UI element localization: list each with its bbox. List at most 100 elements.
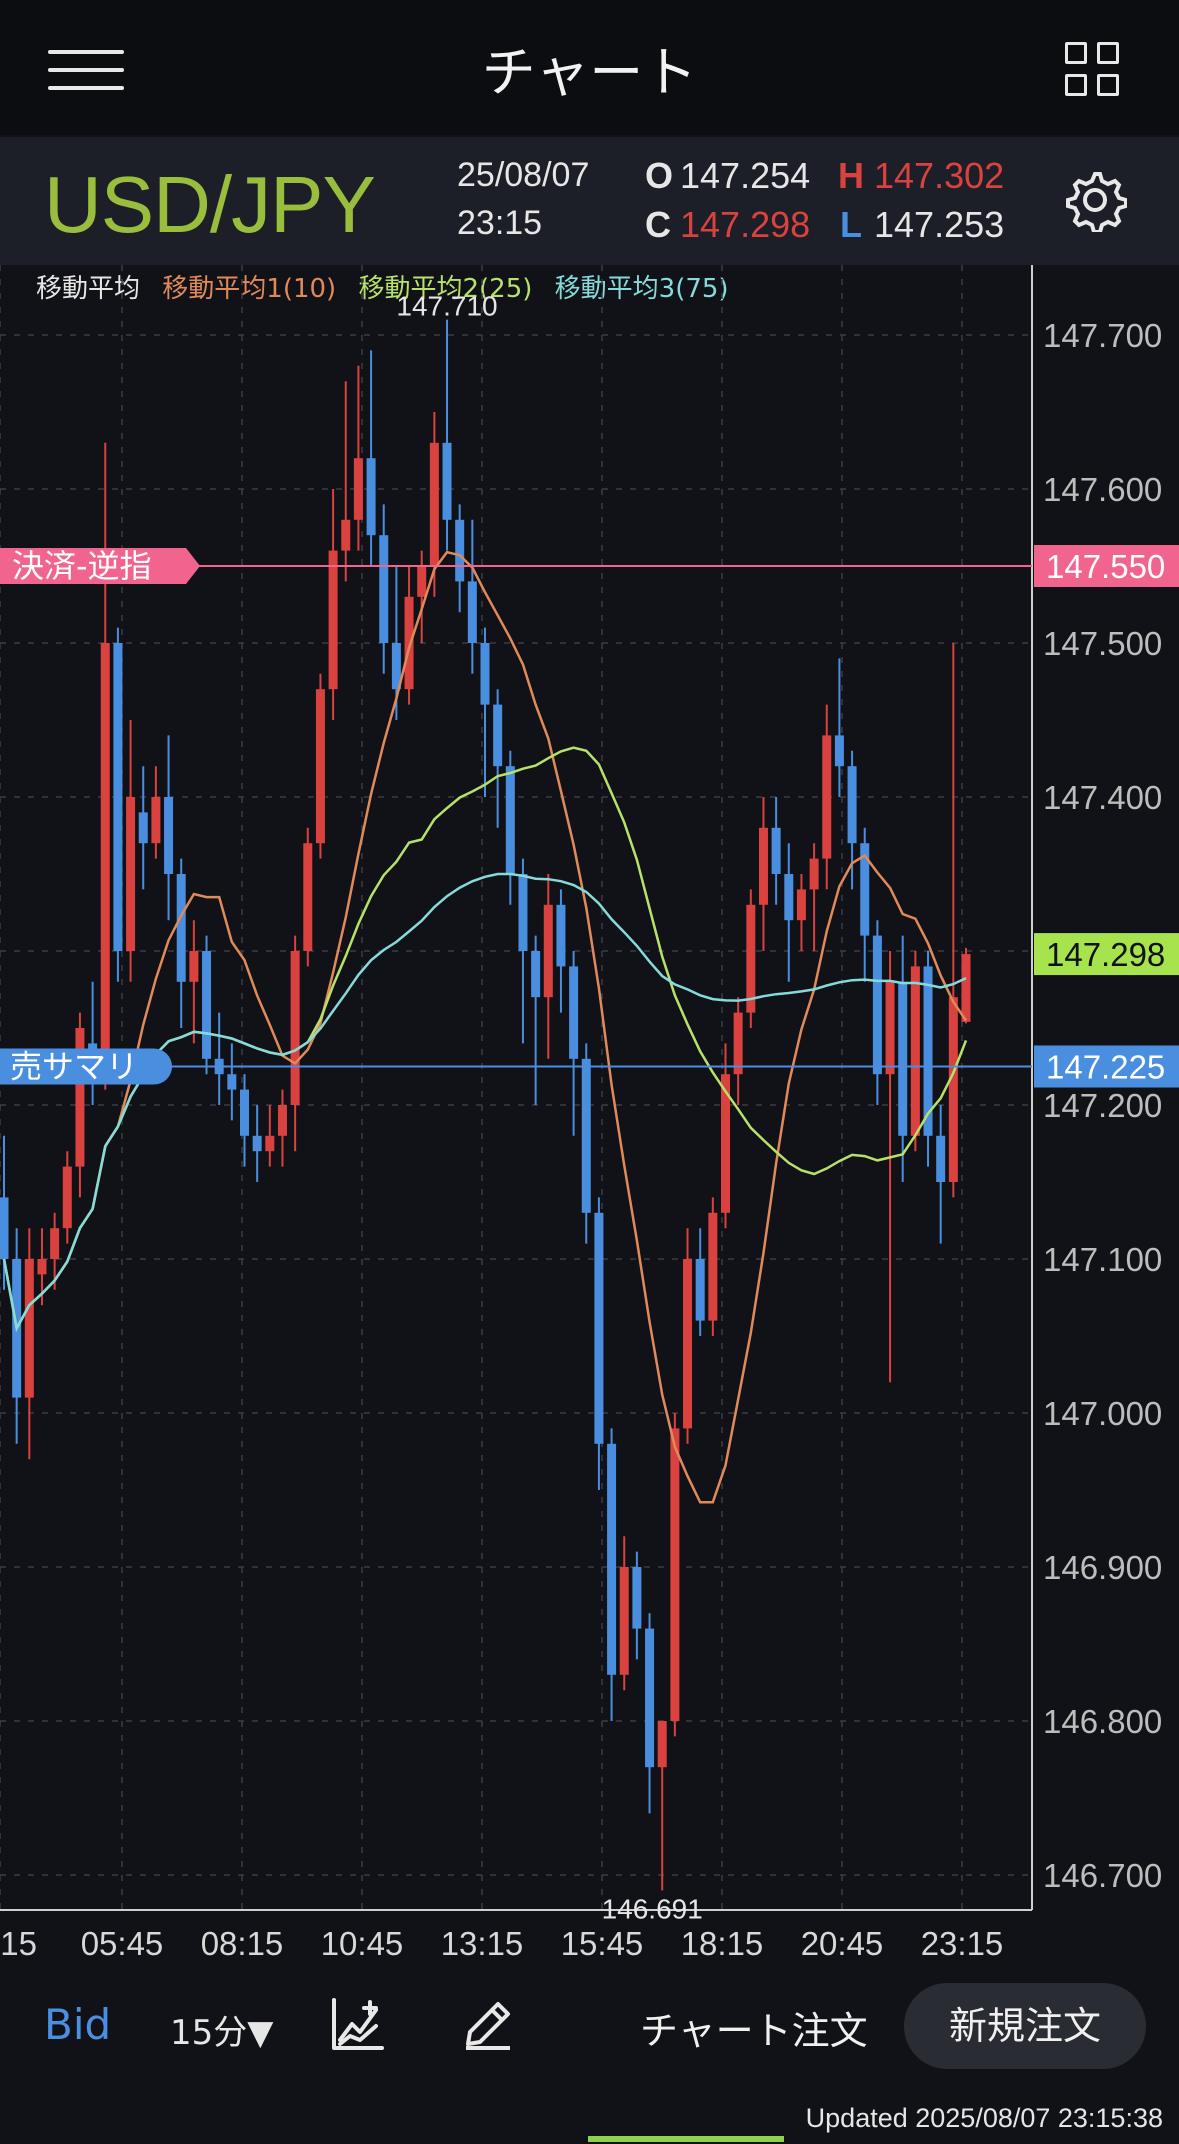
close-value: 147.298 (680, 204, 811, 245)
candle-body (455, 519, 465, 582)
candle-body (721, 1074, 730, 1213)
candle-body (683, 1259, 693, 1429)
candle-body (809, 858, 819, 890)
min-price-annotation: 146.691 (602, 1893, 703, 1924)
moving-average-legend: 移動平均 移動平均1(10) 移動平均2(25) 移動平均3(75) (36, 268, 743, 305)
quote-time: 23:15 (457, 204, 543, 242)
y-axis-tick-label: 147.700 (1043, 317, 1162, 354)
candle-body (910, 966, 920, 1136)
candle-body (898, 981, 908, 1136)
y-axis-tick-label: 147.000 (1043, 1395, 1162, 1432)
candle-body (176, 874, 186, 982)
high-value: 147.302 (874, 155, 1005, 196)
candle-body (695, 1259, 705, 1321)
y-axis-tick-label: 147.400 (1043, 779, 1162, 816)
candle-body (948, 997, 958, 1182)
candle-body (290, 951, 300, 1105)
indicator-chart-icon[interactable] (330, 1996, 386, 2052)
x-axis-tick-label: 20:45 (800, 1925, 884, 1962)
candle-body (645, 1628, 655, 1768)
x-axis-tick-label: 23:15 (920, 1925, 1004, 1962)
top-bar: チャート (0, 0, 1179, 135)
candle-body (328, 550, 338, 690)
x-axis-tick-label: 15:45 (560, 1925, 644, 1962)
chart-order-button[interactable]: チャート注文 (640, 2009, 868, 2053)
y-axis-tick-label: 146.700 (1043, 1857, 1162, 1894)
moving-average-3-line (2, 872, 967, 1332)
max-price-annotation: 147.710 (396, 291, 497, 322)
candle-body (442, 442, 452, 520)
sell-summary-tag (0, 1048, 172, 1085)
candle-body (227, 1074, 237, 1090)
legend-ma1: 移動平均1(10) (162, 274, 337, 304)
quote-info-bar: USD/JPY 25/08/07 23:15 O 147.254 H 147.3… (0, 137, 1179, 265)
page-title: チャート (481, 41, 698, 104)
candle-body (265, 1135, 275, 1152)
candle-body (746, 904, 756, 1013)
candle-body (531, 951, 541, 998)
candle-body (240, 1089, 249, 1136)
candle-body (569, 966, 579, 1059)
stop-order-price-tag (1034, 545, 1179, 587)
candle-body (885, 981, 895, 1075)
y-axis-tick-label: 147.600 (1043, 471, 1162, 508)
candle-body (126, 797, 136, 951)
candle-body (607, 1443, 617, 1675)
low-label: L (840, 204, 862, 245)
candle-body (822, 735, 832, 859)
candle-body (151, 797, 161, 844)
x-axis-tick-label: 08:15 (200, 1925, 284, 1962)
x-axis-tick-label: 10:45 (320, 1925, 404, 1962)
candle-body (100, 643, 110, 1075)
current-price-tag-label: 147.298 (1046, 936, 1165, 973)
candle-body (670, 1428, 680, 1721)
candle-body (315, 689, 325, 844)
candle-body (0, 1197, 9, 1259)
settings-gear-icon[interactable] (1063, 168, 1127, 232)
candle-body (404, 596, 414, 690)
new-order-button[interactable]: 新規注文 (904, 1983, 1146, 2069)
candle-body (505, 766, 515, 874)
layout-grid-icon[interactable] (1065, 42, 1121, 98)
legend-ma3: 移動平均3(75) (554, 274, 729, 304)
candle-body (391, 643, 401, 690)
candle-body (417, 566, 427, 597)
current-price-tag (1034, 933, 1179, 976)
candle-body (138, 812, 148, 844)
candle-body (581, 1058, 591, 1213)
hamburger-menu-icon[interactable] (48, 50, 124, 90)
candle-body (303, 843, 313, 951)
drawing-pen-icon[interactable] (460, 1996, 516, 2052)
candle-body (961, 954, 971, 1022)
candle-body (771, 827, 781, 874)
stop-order-price-tag-label: 147.550 (1046, 548, 1165, 585)
candle-body (467, 581, 477, 643)
moving-average-1-line (2, 550, 968, 1504)
loading-progress-bar (588, 2136, 784, 2142)
candle-body (366, 458, 376, 536)
candle-body (493, 704, 503, 767)
candle-body (708, 1212, 718, 1321)
candle-body (784, 874, 794, 921)
candle-body (62, 1166, 72, 1229)
sell-summary-price-tag (1034, 1045, 1179, 1088)
candle-body (164, 797, 174, 874)
timeframe-select[interactable]: 15分▼ (170, 2013, 274, 2053)
currency-pair-symbol[interactable]: USD/JPY (44, 160, 376, 249)
candle-body (556, 904, 566, 967)
candle-body (860, 843, 870, 936)
bid-ask-toggle[interactable]: Bid (44, 2000, 112, 2049)
sell-summary-tag-label: 売サマリ (10, 1048, 138, 1086)
candle-body (277, 1105, 287, 1136)
candle-body (594, 1212, 604, 1444)
open-label: O (645, 155, 674, 196)
y-axis-tick-label: 146.800 (1043, 1703, 1162, 1740)
candle-body (834, 735, 844, 767)
candle-body (480, 643, 490, 705)
x-axis-tick-label: 18:15 (680, 1925, 764, 1962)
candle-body (657, 1721, 667, 1768)
candle-body (758, 827, 768, 905)
sell-summary-price-tag-label: 147.225 (1046, 1049, 1165, 1086)
candle-body (379, 535, 389, 643)
